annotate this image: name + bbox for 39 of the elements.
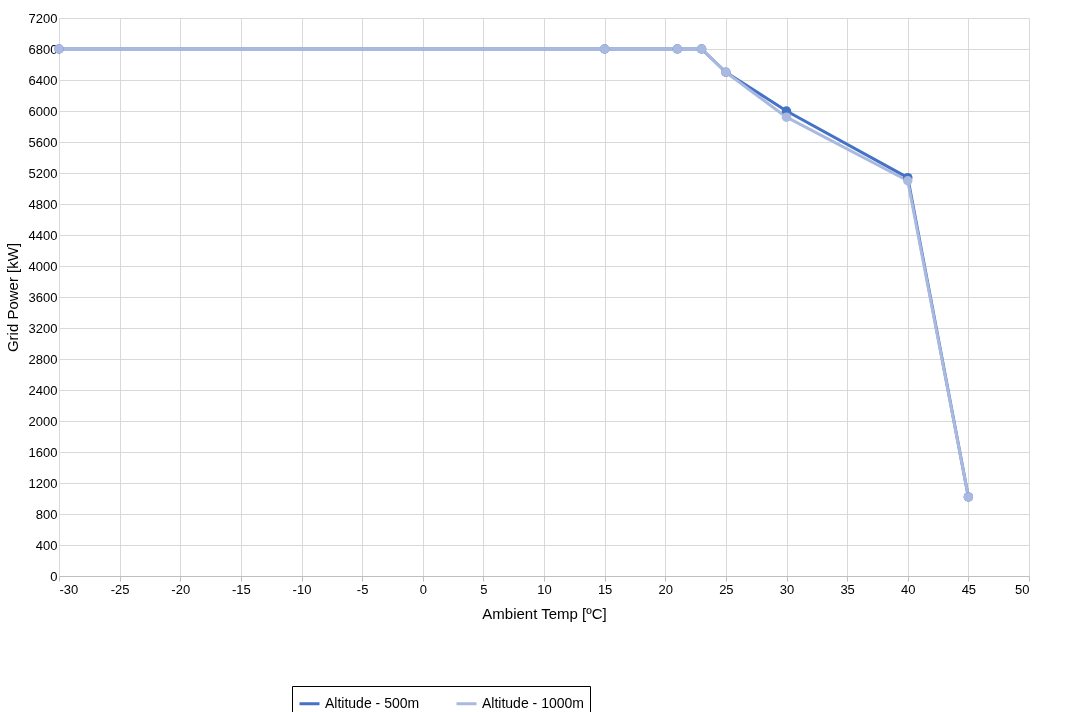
x-tick-label: 35 <box>840 581 855 597</box>
x-tick-label: -20 <box>171 581 191 597</box>
x-tick-label: -15 <box>231 581 251 597</box>
x-tick-label: -25 <box>110 581 130 597</box>
x-tick-label: 25 <box>719 581 734 597</box>
x-tick-label: 30 <box>779 581 795 597</box>
y-tick-label: 6400 <box>28 72 58 88</box>
x-axis-title: Ambient Temp [ºC] <box>482 604 607 622</box>
legend-label: Altitude - 1000m <box>482 694 584 711</box>
y-tick-label: 0 <box>50 568 58 584</box>
x-tick-label: 40 <box>901 581 916 597</box>
y-tick-label: 5600 <box>28 134 58 150</box>
y-tick-label: 400 <box>35 537 58 553</box>
y-tick-label: 4000 <box>28 258 58 274</box>
y-tick-label: 4400 <box>28 227 58 243</box>
x-tick-label: 5 <box>480 581 488 597</box>
y-tick-label: 5200 <box>28 165 58 181</box>
x-tick-label: 50 <box>1015 581 1030 597</box>
y-axis-title: Grid Power [kW] <box>3 242 21 353</box>
y-tick-label: 800 <box>35 506 58 522</box>
x-tick-label: 20 <box>658 581 673 597</box>
y-tick-label: 6000 <box>28 103 58 119</box>
y-tick-label: 3600 <box>28 289 58 305</box>
x-tick-label: 15 <box>597 581 613 597</box>
x-tick-label: 10 <box>537 581 552 597</box>
y-tick-label: 2400 <box>28 382 58 398</box>
y-tick-label: 3200 <box>28 320 58 336</box>
x-tick-label: 45 <box>961 581 977 597</box>
x-tick-label: -30 <box>59 581 79 597</box>
y-tick-label: 1200 <box>28 475 58 491</box>
y-tick-label: 2000 <box>28 413 58 429</box>
y-tick-label: 1600 <box>28 444 58 460</box>
x-tick-label: -5 <box>356 581 369 597</box>
y-tick-label: 4800 <box>28 196 58 212</box>
x-tick-label: 0 <box>419 581 427 597</box>
legend-label: Altitude - 500m <box>325 694 420 711</box>
y-tick-label: 7200 <box>28 10 58 26</box>
y-tick-label: 2800 <box>28 351 58 367</box>
x-tick-label: -10 <box>292 581 312 597</box>
